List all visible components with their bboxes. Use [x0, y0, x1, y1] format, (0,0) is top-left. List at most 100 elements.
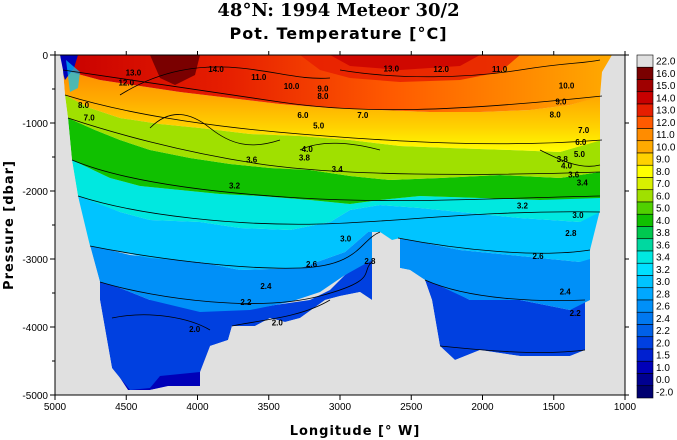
x-tick-label: 5000	[44, 402, 67, 413]
colorbar-label: 5.0	[656, 204, 670, 215]
cold-shelf-edge	[66, 60, 80, 92]
colorbar-swatch	[636, 103, 654, 117]
colorbar-swatch	[636, 189, 654, 203]
y-tick-label: -4000	[22, 323, 48, 334]
colorbar-label: 2.8	[656, 289, 670, 300]
contour-label: 2.4	[560, 287, 572, 296]
temperature-band-1	[100, 260, 585, 390]
contour-label: 4.0	[302, 145, 314, 154]
contour-label: 11.0	[492, 65, 508, 74]
colorbar-swatch	[636, 140, 654, 154]
colorbar-label: 3.0	[656, 277, 670, 288]
colorbar-swatch	[636, 348, 654, 362]
colorbar: 22.016.015.014.0 13.012.011.010.0 9.08.07.…	[636, 54, 676, 399]
contour-label: 3.6	[568, 170, 580, 179]
contour-line-1	[64, 94, 603, 145]
contour-line-10	[231, 299, 331, 327]
warm-eddy	[150, 55, 200, 85]
colorbar-label: 1.0	[656, 363, 670, 374]
contour-label: 9.0	[317, 85, 329, 94]
contour-label: 5.0	[313, 121, 325, 130]
colorbar-swatch	[636, 373, 654, 387]
bathymetry-mask-1	[200, 326, 255, 395]
contour-label: 3.4	[577, 179, 589, 188]
colorbar-label: 8.0	[656, 167, 670, 178]
contour-label: 3.8	[299, 153, 311, 162]
colorbar-swatch	[636, 324, 654, 338]
contour-label: 7.0	[357, 111, 369, 120]
x-tick-label: 3500	[258, 402, 281, 413]
colorbar-label: 2.6	[656, 302, 670, 313]
contour-label: 11.0	[251, 73, 267, 82]
contour-label: 2.0	[272, 319, 284, 328]
temperature-band-3	[78, 195, 600, 270]
colorbar-swatch	[636, 336, 654, 350]
colorbar-label: 14.0	[656, 93, 676, 104]
contour-label: 3.2	[517, 202, 529, 211]
contour-label: 2.6	[306, 260, 318, 269]
contour-label: 3.0	[340, 234, 352, 243]
x-tick-label: 3000	[329, 402, 352, 413]
colorbar-swatch	[636, 226, 654, 240]
colorbar-label: 3.2	[656, 265, 670, 276]
colorbar-swatch	[636, 79, 654, 93]
y-tick-label: -5000	[22, 391, 48, 402]
contour-label: 13.0	[384, 64, 400, 73]
chart-subtitle: Pot. Temperature [°C]	[229, 24, 448, 43]
contour-label: 3.8	[557, 155, 569, 164]
contour-line-8	[424, 279, 586, 301]
contour-label: 2.2	[240, 298, 252, 307]
contour-label: 3.6	[246, 155, 258, 164]
y-tick-label: 0	[42, 51, 48, 62]
contour-label: 2.6	[533, 252, 545, 261]
colorbar-swatch	[636, 164, 654, 178]
colorbar-label: 2.2	[656, 326, 670, 337]
contour-line-13	[339, 59, 601, 78]
colorbar-swatch	[636, 128, 654, 142]
contour-label: 8.0	[317, 92, 329, 101]
contour-line-4	[77, 195, 601, 225]
colorbar-label: 9.0	[656, 155, 670, 166]
temperature-band-4	[72, 160, 600, 230]
contour-label: 3.2	[229, 181, 241, 190]
colorbar-swatch	[636, 201, 654, 215]
y-tick-label: -1000	[22, 119, 48, 130]
colorbar-label: -2.0	[656, 387, 674, 398]
colorbar-label: 4.0	[656, 216, 670, 227]
axes: 5000 4500 4000 3500 3000 2500 2000 1500 1000 0 -10…	[22, 51, 637, 413]
colorbar-swatch	[636, 385, 654, 399]
contour-line-0	[62, 69, 603, 111]
contour-label: 3.0	[572, 211, 584, 220]
contour-label: 2.8	[565, 229, 577, 238]
colorbar-label: 16.0	[656, 69, 676, 80]
colorbar-label: 3.4	[656, 253, 670, 264]
x-tick-label: 2500	[400, 402, 423, 413]
contour-line-7	[99, 261, 373, 304]
contour-lines	[62, 59, 603, 353]
colorbar-swatch	[636, 152, 654, 166]
contour-label: 12.0	[433, 65, 449, 74]
colorbar-swatch	[636, 299, 654, 313]
contour-label: 10.0	[559, 81, 575, 90]
contour-label: 2.2	[570, 309, 582, 318]
contour-label: 10.0	[284, 82, 300, 91]
colorbar-label: 3.6	[656, 240, 670, 251]
contour-label: 14.0	[208, 65, 224, 74]
contour-label: 12.0	[118, 79, 134, 88]
colorbar-swatch	[636, 91, 654, 105]
bathymetry-mask-0	[55, 55, 170, 395]
colorbar-swatch	[636, 287, 654, 301]
contour-label: 6.0	[575, 138, 587, 147]
y-tick-label: -3000	[22, 255, 48, 266]
contour-label: 9.0	[555, 98, 567, 107]
contour-label: 3.4	[332, 165, 344, 174]
chart-title: 48°N: 1994 Meteor 30/2	[217, 0, 460, 21]
contour-label: 7.0	[578, 126, 590, 135]
contour-label: 13.0	[126, 68, 142, 77]
colorbar-swatch	[636, 213, 654, 227]
seamount	[232, 326, 255, 341]
temperature-band-5	[68, 118, 600, 204]
colorbar-swatch	[636, 262, 654, 276]
x-tick-label: 2000	[471, 402, 494, 413]
